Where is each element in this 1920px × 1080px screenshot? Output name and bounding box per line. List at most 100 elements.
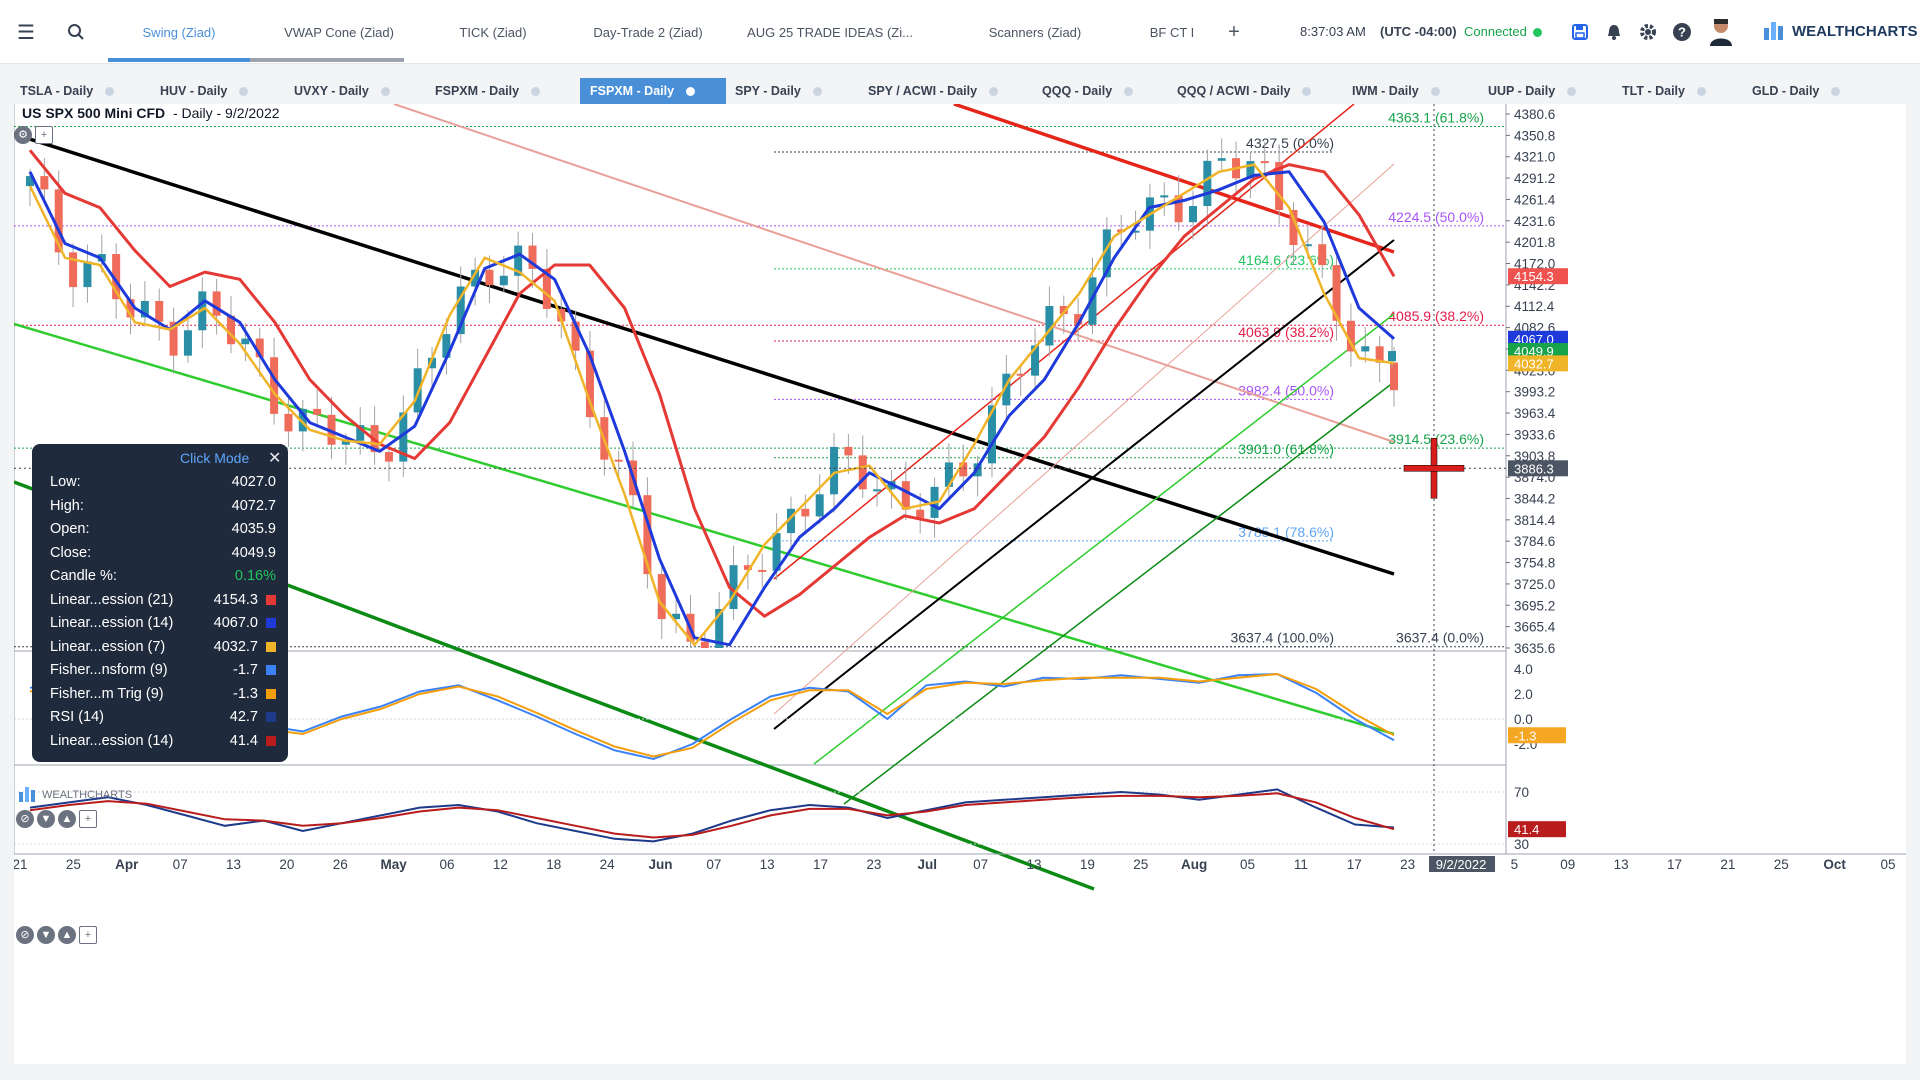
help-icon[interactable]: ? <box>1670 20 1694 44</box>
candle-body <box>844 446 853 456</box>
data-window-label: Low: <box>50 474 81 490</box>
symbol-tab-spy-acwi[interactable]: SPY / ACWI - Daily <box>858 78 1008 104</box>
tab-close-dot[interactable] <box>380 86 390 96</box>
hamburger-icon[interactable]: ☰ <box>17 21 35 44</box>
tab-close-dot[interactable] <box>239 86 249 96</box>
candle-body <box>1016 373 1025 376</box>
tab-close-dot[interactable] <box>1430 86 1440 96</box>
candle-body <box>700 641 709 648</box>
price-tick-label: 4201.8 <box>1514 235 1555 250</box>
color-swatch <box>266 641 276 652</box>
tab-close-dot[interactable] <box>1302 86 1312 96</box>
tab-close-dot[interactable] <box>989 86 999 96</box>
candle-body <box>1289 210 1298 246</box>
symbol-tab-qqq[interactable]: QQQ - Daily <box>1032 78 1144 104</box>
candle-body <box>270 357 279 414</box>
tab-scrollbar[interactable] <box>250 58 404 62</box>
candle-body <box>1160 195 1169 198</box>
symbol-tab-label: HUV - Daily <box>160 84 228 98</box>
workspace-tab-day-trade-2[interactable]: Day-Trade 2 (Ziad) <box>593 24 703 40</box>
time-tick-label: Jul <box>918 857 938 872</box>
candle-body <box>1102 229 1111 278</box>
search-icon[interactable] <box>64 20 88 44</box>
symbol-tab-tlt[interactable]: TLT - Daily <box>1612 78 1724 104</box>
symbol-tab-spy[interactable]: SPY - Daily <box>725 78 837 104</box>
data-window-value-text: 4072.7 <box>231 497 276 514</box>
price-tag-bg <box>1508 355 1568 372</box>
chart-canvas[interactable]: 4363.1 (61.8%) 4327.5 (0.0%) 4224.5 (50.0%… <box>14 104 1906 1064</box>
candle-body <box>241 338 250 345</box>
time-tick-label: May <box>380 857 407 872</box>
tab-close-dot[interactable] <box>1831 86 1841 96</box>
pane-move-up-icon[interactable]: ▲ <box>58 810 76 828</box>
pane-collapse-icon[interactable]: ▼ <box>37 926 55 944</box>
fisher-tick-label: 0.0 <box>1514 712 1533 727</box>
moving-averages-layer <box>28 149 1396 647</box>
price-tick-label: 3814.4 <box>1514 513 1556 528</box>
time-tick-label: 07 <box>973 857 988 872</box>
candle-body <box>183 330 192 356</box>
tab-close-dot[interactable] <box>105 86 115 96</box>
crosshair-cursor-icon <box>1403 465 1465 472</box>
save-icon[interactable] <box>1568 20 1592 44</box>
fib-level-label: 4063.9 (38.2%) <box>1238 324 1334 340</box>
workspace-tab-vwap-cone[interactable]: VWAP Cone (Ziad) <box>284 24 394 40</box>
tab-close-dot[interactable] <box>1124 86 1134 96</box>
candle-body <box>557 308 566 322</box>
symbol-tab-qqq-acwi[interactable]: QQQ / ACWI - Daily <box>1167 78 1317 104</box>
workspace-tab-bf-ct[interactable]: BF CT I <box>1149 24 1195 40</box>
avatar[interactable] <box>1706 16 1736 46</box>
symbol-tab-uvxy[interactable]: UVXY - Daily <box>284 78 396 104</box>
symbol-tab-fspxm-active[interactable]: FSPXM - Daily <box>580 78 726 104</box>
symbol-tab-huv[interactable]: HUV - Daily <box>150 78 258 104</box>
pane-add-icon[interactable]: + <box>79 810 97 828</box>
gear-icon[interactable] <box>1636 20 1660 44</box>
pane-collapse-icon[interactable]: ▼ <box>37 810 55 828</box>
pane-add-icon[interactable]: + <box>35 126 53 144</box>
chart-area[interactable]: 4363.1 (61.8%) 4327.5 (0.0%) 4224.5 (50.0%… <box>14 104 1906 1064</box>
pane-move-up-icon[interactable]: ▲ <box>58 926 76 944</box>
bell-icon[interactable] <box>1602 20 1626 44</box>
click-mode-toggle[interactable]: Click Mode <box>180 450 250 466</box>
time-tick-label: 13 <box>1614 857 1629 872</box>
pane-remove-icon[interactable]: ⊘ <box>16 810 34 828</box>
candle-body <box>1188 206 1197 223</box>
candle-body <box>1346 320 1355 352</box>
pane-add-icon[interactable]: + <box>79 926 97 944</box>
data-window-value: 4032.7 <box>214 639 276 655</box>
candle-body <box>542 268 551 309</box>
data-window-value: 4072.7 <box>232 498 276 514</box>
brand-name: WEALTHCHARTS <box>1792 22 1918 40</box>
data-window-label: Linear...ession (7) <box>50 638 166 655</box>
tab-close-dot[interactable] <box>1567 86 1577 96</box>
symbol-tab-gld[interactable]: GLD - Daily <box>1742 78 1854 104</box>
time-tick-label: 13 <box>760 857 775 872</box>
symbol-tab-uup[interactable]: UUP - Daily <box>1478 78 1590 104</box>
candle-body <box>471 269 480 287</box>
symbol-tab-label: FSPXM - Daily <box>435 84 520 98</box>
pane-settings-icon[interactable]: ⚙ <box>14 126 32 144</box>
fisher-tag-label: -1.3 <box>1514 728 1536 743</box>
tab-close-dot[interactable] <box>812 86 822 96</box>
add-tab-button[interactable]: + <box>1228 20 1240 43</box>
workspace-tab-swing[interactable]: Swing (Ziad) <box>142 24 216 40</box>
workspace-tab-aug-25-trade-ideas[interactable]: AUG 25 TRADE IDEAS (Zi... <box>747 24 913 40</box>
workspace-tab-scanners[interactable]: Scanners (Ziad) <box>988 24 1082 40</box>
symbol-tab-iwm[interactable]: IWM - Daily <box>1342 78 1454 104</box>
data-window-label: High: <box>50 497 84 514</box>
close-icon[interactable]: ✕ <box>268 450 282 467</box>
symbol-tab-tsla[interactable]: TSLA - Daily <box>10 78 122 104</box>
tab-close-dot[interactable] <box>531 86 541 96</box>
symbol-tab-fspxm[interactable]: FSPXM - Daily <box>425 78 545 104</box>
watermark-text: WEALTHCHARTS <box>42 789 133 801</box>
price-tag-bg <box>1508 343 1568 360</box>
pane-remove-icon[interactable]: ⊘ <box>16 926 34 944</box>
data-window-label: Linear...ession (21) <box>50 591 174 608</box>
tab-close-dot[interactable] <box>686 86 696 96</box>
candle-body <box>873 489 882 492</box>
workspace-tab-tick[interactable]: TICK (Ziad) <box>459 24 527 40</box>
tab-close-dot[interactable] <box>1696 86 1706 96</box>
rsi-tag-bg <box>1508 821 1566 838</box>
data-window-value-text: 4067.0 <box>213 615 258 631</box>
time-tick-label: 07 <box>173 857 188 872</box>
